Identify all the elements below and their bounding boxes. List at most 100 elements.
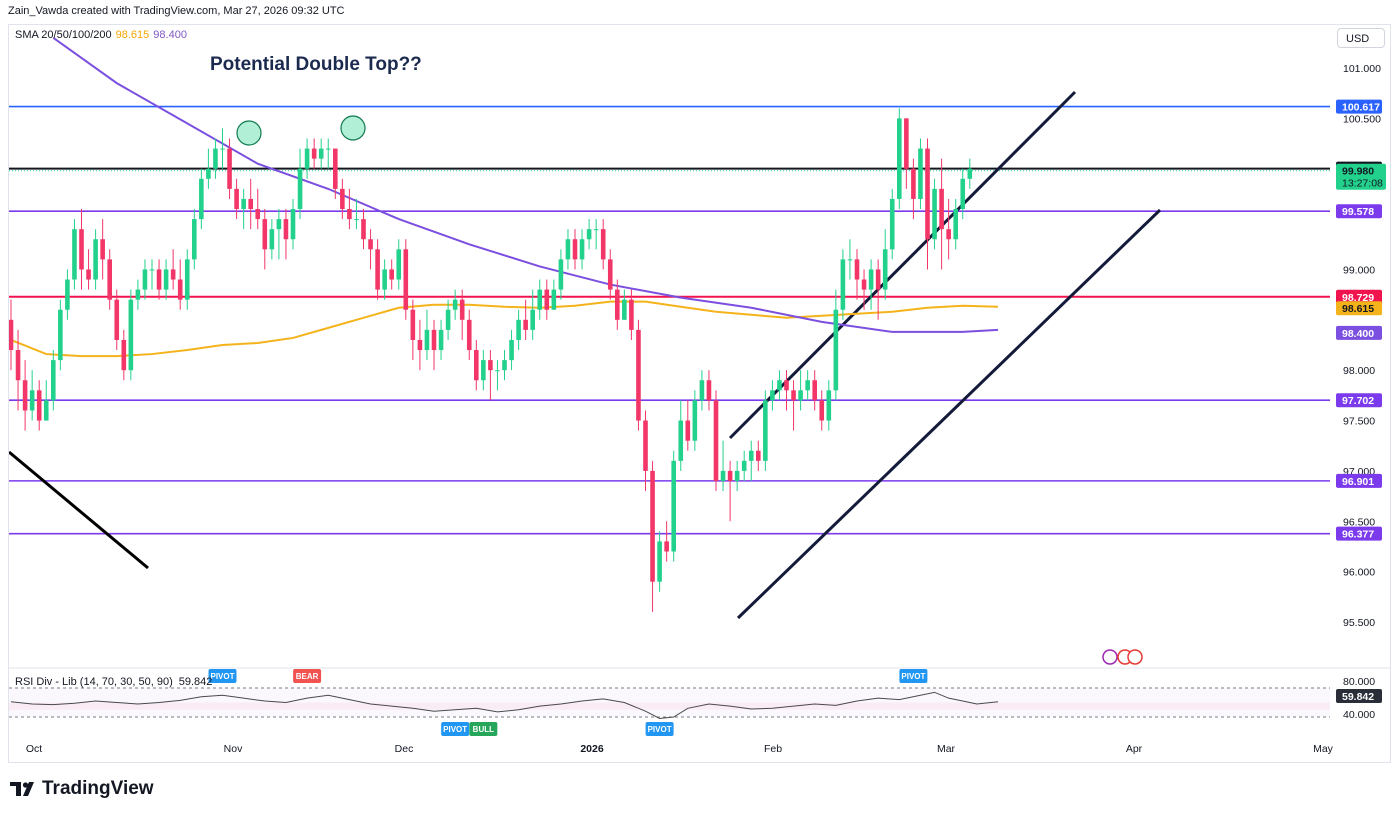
rsi-marker-bull[interactable]: BULL [469,722,498,736]
candle[interactable] [812,370,817,411]
candle[interactable] [466,309,472,361]
event-icons[interactable] [1102,649,1143,665]
candle[interactable] [523,299,528,340]
candle[interactable] [382,259,387,300]
candle[interactable] [347,188,352,230]
candle[interactable] [967,158,973,189]
candle[interactable] [488,350,493,401]
candle[interactable] [784,370,789,411]
candle[interactable] [897,108,902,210]
candle[interactable] [805,370,810,401]
candle[interactable] [819,390,825,431]
price-badge-100.617[interactable]: 100.617 [1336,99,1382,114]
candle[interactable] [361,209,366,250]
candle[interactable] [770,380,775,411]
double-top-marker-1[interactable] [340,115,366,141]
candle[interactable] [509,329,514,371]
candle[interactable] [657,531,662,592]
candle[interactable] [474,339,479,391]
candle[interactable] [121,329,127,381]
candle[interactable] [847,239,853,280]
candle[interactable] [396,239,402,290]
candle[interactable] [199,168,204,230]
candle[interactable] [248,178,253,230]
candle[interactable] [206,148,211,189]
candle[interactable] [763,390,768,471]
candle[interactable] [333,148,338,199]
double-top-marker-0[interactable] [236,120,262,146]
candle[interactable] [318,138,324,169]
eu-flag-icon[interactable] [1127,649,1143,665]
candle[interactable] [149,259,155,290]
candle[interactable] [579,229,585,270]
candle[interactable] [643,410,648,492]
candle[interactable] [227,138,232,199]
candle[interactable] [593,219,599,250]
candle[interactable] [234,178,239,220]
candle[interactable] [868,259,874,310]
candle[interactable] [424,309,430,361]
candle[interactable] [537,279,543,320]
candle[interactable] [544,279,550,320]
price-badge-96.377[interactable]: 96.377 [1336,526,1382,541]
candle[interactable] [925,138,930,270]
candle[interactable] [939,158,944,270]
candle[interactable] [882,229,888,300]
candle[interactable] [678,400,684,471]
candle[interactable] [142,259,148,300]
candle[interactable] [699,370,705,411]
candle[interactable] [671,450,676,562]
candle[interactable] [741,450,747,481]
candle[interactable] [777,370,782,401]
candle[interactable] [58,299,63,371]
candle[interactable] [692,390,698,451]
candle[interactable] [854,249,860,300]
price-badge-96.901[interactable]: 96.901 [1336,473,1382,488]
candle[interactable] [297,148,303,220]
candle[interactable] [706,370,712,411]
candle[interactable] [629,289,634,340]
candle[interactable] [572,229,578,270]
candle[interactable] [51,350,56,411]
sma-badge-0[interactable]: 98.615 [1336,301,1382,316]
candle[interactable] [354,198,359,230]
candle[interactable] [177,259,183,310]
candle[interactable] [15,329,21,411]
candle[interactable] [290,198,296,250]
candle[interactable] [586,219,592,250]
candle[interactable] [276,209,282,260]
candle[interactable] [8,299,14,371]
candle[interactable] [375,239,380,300]
candle[interactable] [960,168,966,220]
candle[interactable] [79,209,84,290]
candle[interactable] [107,249,112,310]
candle[interactable] [713,390,719,492]
candle[interactable] [65,269,70,320]
candle[interactable] [826,380,832,431]
candle[interactable] [452,289,458,320]
candle[interactable] [607,249,613,300]
candle[interactable] [192,209,197,270]
candle[interactable] [636,319,641,431]
candle[interactable] [255,188,261,230]
candle[interactable] [410,299,416,361]
candle[interactable] [389,259,394,290]
candle[interactable] [438,319,444,361]
candle[interactable] [100,219,105,280]
candle[interactable] [431,319,437,371]
candle[interactable] [502,350,507,381]
candle[interactable] [269,219,275,260]
candle[interactable] [368,229,373,270]
trendline-0[interactable] [8,450,149,570]
candle[interactable] [43,380,49,421]
candle[interactable] [565,229,571,270]
candle[interactable] [213,138,218,179]
candle[interactable] [128,289,134,381]
candle[interactable] [304,138,310,179]
tradingview-logo[interactable]: TradingView [10,778,154,800]
candle[interactable] [622,289,627,320]
candle[interactable] [241,188,246,230]
candle[interactable] [170,249,176,290]
candle[interactable] [325,138,331,169]
